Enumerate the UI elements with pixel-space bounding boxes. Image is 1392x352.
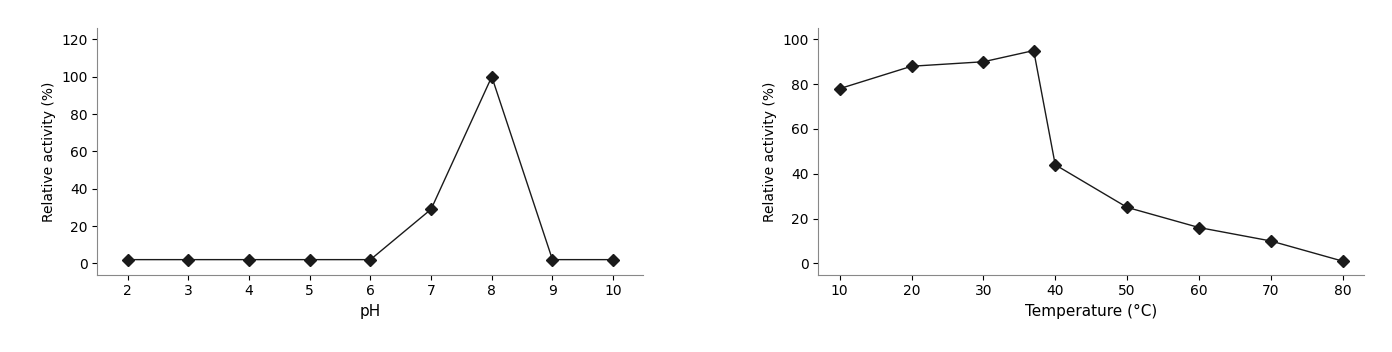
X-axis label: Temperature (°C): Temperature (°C): [1025, 304, 1157, 319]
Y-axis label: Relative activity (%): Relative activity (%): [763, 81, 777, 221]
Y-axis label: Relative activity (%): Relative activity (%): [42, 81, 56, 221]
X-axis label: pH: pH: [359, 304, 381, 319]
